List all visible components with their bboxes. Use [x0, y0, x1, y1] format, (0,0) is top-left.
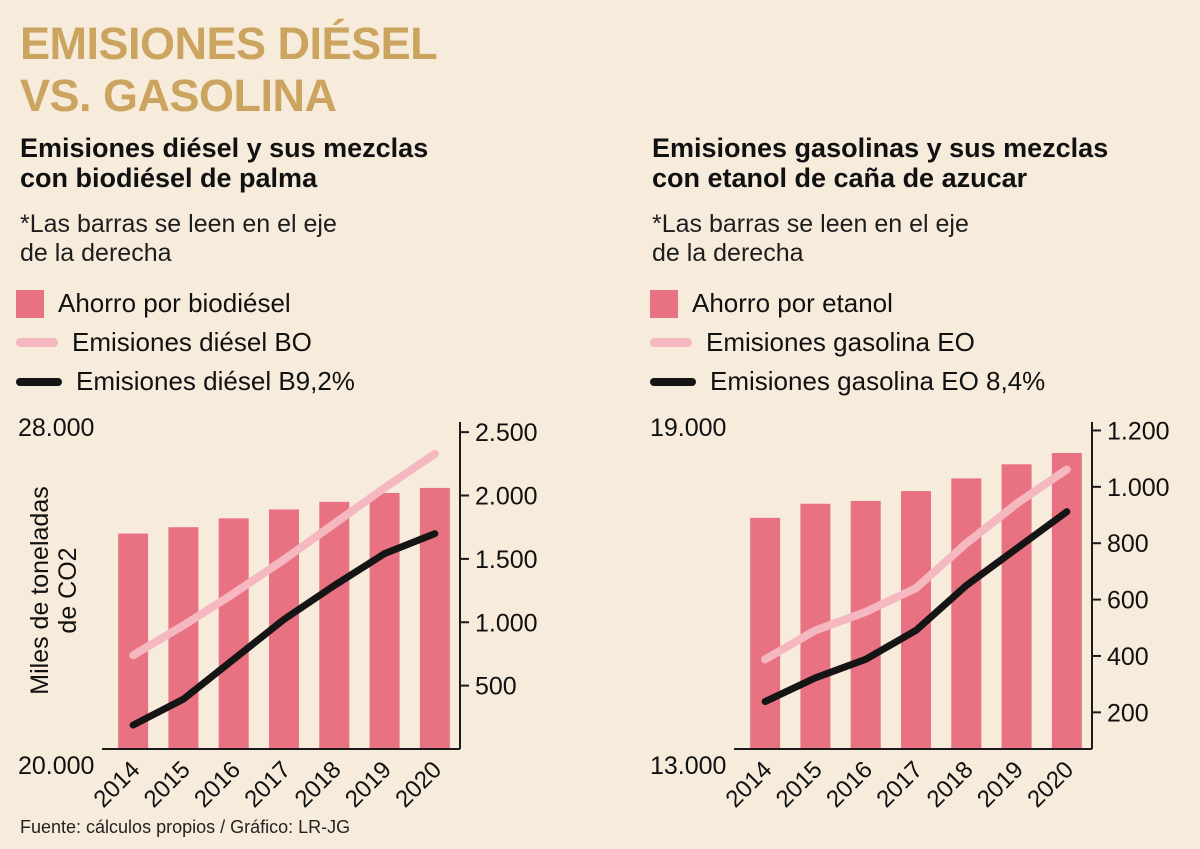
right-axis-label: 500 — [475, 673, 517, 701]
gasoline-chart-title: Emisiones gasolinas y sus mezclas con et… — [652, 133, 1109, 193]
x-axis-label: 2014 — [89, 756, 146, 813]
legend-item: Emisiones diésel B9,2% — [16, 365, 355, 398]
series-line — [761, 508, 1071, 706]
x-axis-label: 2017 — [871, 756, 928, 813]
x-axis-label: 2020 — [1022, 756, 1079, 813]
black-line-swatch-icon — [16, 377, 62, 386]
left-axis-top-label: 28.000 — [18, 414, 94, 442]
page-title: EMISIONES DIÉSEL VS. GASOLINA — [20, 18, 438, 121]
legend-label: Ahorro por biodiésel — [58, 288, 291, 318]
bar — [218, 518, 249, 749]
left-axis-bottom-label: 20.000 — [18, 752, 94, 780]
pink-line-swatch-icon — [16, 338, 58, 347]
right-axis-label: 400 — [1107, 643, 1149, 671]
legend-item: Emisiones gasolina EO 8,4% — [650, 365, 1045, 398]
left-axis-bottom-label: 13.000 — [650, 752, 726, 780]
x-axis-label: 2019 — [972, 756, 1029, 813]
right-axis-label: 200 — [1107, 699, 1149, 727]
x-axis-label: 2014 — [721, 756, 778, 813]
bar — [118, 533, 149, 749]
y-axis-title: de CO2 — [54, 547, 82, 633]
legend-item: Ahorro por etanol — [650, 287, 1045, 320]
bar — [750, 517, 781, 749]
right-axis-label: 600 — [1107, 587, 1149, 615]
bar — [1051, 453, 1082, 749]
series-line — [129, 530, 439, 729]
bar — [419, 487, 450, 749]
source-credit: Fuente: cálculos propios / Gráfico: LR-J… — [20, 817, 351, 837]
x-axis-label: 2018 — [922, 756, 979, 813]
right-axis-label: 2.500 — [475, 419, 538, 447]
bar-swatch-icon — [650, 289, 678, 318]
right-axis-label: 1.000 — [475, 609, 538, 637]
y-axis-title: Miles de toneladas — [26, 486, 54, 694]
gasoline-chart-note: *Las barras se leen en el eje de la dere… — [652, 210, 969, 267]
pink-line-swatch-icon — [650, 338, 692, 347]
x-axis-label: 2015 — [771, 756, 828, 813]
x-axis-label: 2016 — [189, 756, 246, 813]
bar — [369, 492, 400, 749]
gasoline-emissions-chart: 1.2001.00080060040020019.00013.000201420… — [650, 414, 1170, 813]
diesel-chart-title: Emisiones diésel y sus mezclas con biodi… — [20, 133, 429, 193]
right-axis-label: 1.000 — [1107, 474, 1170, 502]
gasoline-legend: Ahorro por etanol Emisiones gasolina EO … — [650, 287, 1045, 404]
diesel-emissions-chart: 2.500 2.000 1.500 1.000 500 28.000 20.000 Miles… — [18, 414, 538, 813]
series-line — [761, 465, 1071, 664]
legend-item: Emisiones gasolina EO — [650, 326, 1045, 359]
black-line-swatch-icon — [650, 377, 696, 386]
legend-label: Emisiones gasolina EO — [706, 327, 975, 357]
x-axis-label: 2018 — [290, 756, 347, 813]
diesel-legend: Ahorro por biodiésel Emisiones diésel BO… — [16, 287, 355, 404]
x-axis-label: 2015 — [139, 756, 196, 813]
legend-label: Ahorro por etanol — [692, 288, 893, 318]
x-axis-label: 2017 — [239, 756, 296, 813]
series-line — [129, 449, 439, 660]
x-axis-label: 2016 — [821, 756, 878, 813]
left-axis-top-label: 19.000 — [650, 414, 726, 442]
right-axis-label: 800 — [1107, 530, 1149, 558]
right-axis-label: 2.000 — [475, 483, 538, 511]
bar — [319, 501, 350, 749]
x-axis-label: 2019 — [340, 756, 397, 813]
bar — [850, 500, 881, 749]
legend-item: Ahorro por biodiésel — [16, 287, 355, 320]
x-axis-label: 2020 — [390, 756, 447, 813]
legend-label: Emisiones gasolina EO 8,4% — [710, 366, 1046, 396]
legend-label: Emisiones diésel B9,2% — [76, 366, 355, 396]
diesel-chart-note: *Las barras se leen en el eje de la dere… — [20, 210, 337, 267]
legend-label: Emisiones diésel BO — [72, 327, 312, 357]
right-axis-label: 1.200 — [1107, 417, 1170, 445]
bar — [951, 478, 982, 749]
bar-swatch-icon — [16, 289, 44, 318]
legend-item: Emisiones diésel BO — [16, 326, 355, 359]
right-axis-label: 1.500 — [475, 546, 538, 574]
bar — [168, 527, 199, 749]
